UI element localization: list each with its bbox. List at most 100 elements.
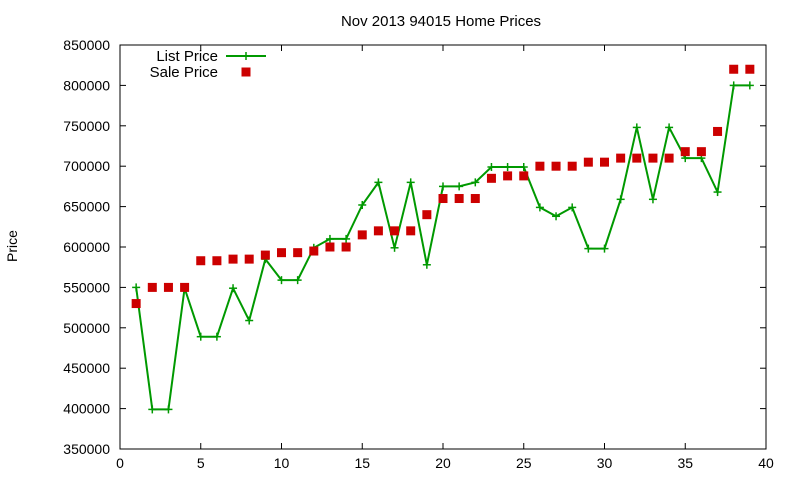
sale-price-point [583, 157, 593, 167]
y-tick-label: 650000 [63, 199, 110, 215]
sale-price-point [486, 173, 496, 183]
list-price-point [164, 405, 173, 414]
list-price-point [374, 178, 383, 187]
list-price-point [503, 163, 512, 172]
y-tick-label: 750000 [63, 118, 110, 134]
x-tick-label: 20 [435, 455, 451, 471]
sale-price-point [325, 242, 335, 252]
list-price-point [487, 163, 496, 172]
sale-price-point [632, 153, 642, 163]
axes: 0 5 10 15 20 25 30 35 40 350000 400000 450000 500000… [63, 37, 774, 471]
legend-swatch-marker [241, 67, 251, 77]
sale-price-point [745, 64, 755, 74]
sale-price-point [648, 153, 658, 163]
sale-price-point [535, 161, 545, 171]
sale-price-point [470, 194, 480, 204]
list-price-point [584, 244, 593, 253]
list-price-point [665, 123, 674, 132]
list-price-point [245, 316, 254, 325]
list-price-point [212, 332, 221, 341]
sale-price-point [696, 147, 706, 157]
list-price-point [439, 182, 447, 191]
sale-price-point [600, 157, 609, 167]
list-price-point [471, 178, 480, 187]
x-tick-label: 0 [116, 455, 124, 471]
list-price-point [648, 195, 657, 204]
sale-price-point [244, 254, 254, 264]
x-tick-label: 25 [516, 455, 532, 471]
sale-price-point [519, 171, 529, 181]
list-price-point [148, 405, 157, 414]
sale-price-point [503, 171, 513, 181]
y-tick-label: 550000 [63, 279, 110, 295]
y-tick-label: 450000 [63, 360, 110, 376]
list-price-point [229, 284, 238, 293]
legend-label: Sale Price [150, 64, 218, 81]
sale-price-point [341, 242, 351, 252]
list-price-point [616, 195, 625, 204]
sale-price-point [438, 194, 448, 204]
sale-price-point [131, 299, 141, 309]
sale-price-point [212, 256, 222, 266]
x-tick-label: 10 [274, 455, 290, 471]
list-price-point [422, 260, 431, 269]
legend-swatch-marker [242, 52, 250, 60]
list-price-point [132, 283, 141, 292]
y-tick-label: 350000 [63, 441, 110, 457]
sale-price-point [551, 161, 561, 171]
series-layer [131, 64, 755, 414]
list-price-point [745, 81, 754, 90]
sale-price-point [228, 254, 238, 264]
sale-price-point [454, 194, 464, 204]
sale-price-point [616, 153, 626, 163]
list-price-point [632, 123, 641, 132]
list-price-point [568, 203, 577, 212]
y-tick-label: 500000 [63, 320, 110, 336]
list-price-point [390, 243, 399, 252]
x-tick-label: 5 [197, 455, 205, 471]
sale-price-point [664, 153, 674, 163]
sale-price-point [357, 230, 367, 240]
x-tick-label: 35 [677, 455, 693, 471]
plot-border [119, 44, 767, 450]
list-price-point [293, 276, 302, 285]
y-axis-label: Price [4, 230, 20, 262]
y-tick-label: 400000 [63, 401, 110, 417]
sale-price-point [260, 250, 270, 260]
x-tick-label: 30 [597, 455, 613, 471]
list-price-point [535, 203, 544, 212]
sale-price-point [713, 126, 723, 136]
x-tick-label: 15 [354, 455, 370, 471]
list-price-point [406, 178, 415, 187]
list-price-point [455, 182, 464, 191]
x-tick-label: 40 [758, 455, 774, 471]
sale-price-point [277, 248, 286, 258]
list-price-point [600, 244, 609, 253]
sale-price-point [729, 64, 739, 74]
list-price-point [325, 234, 334, 243]
sale-price-point [293, 248, 303, 258]
sale-price-point [390, 226, 400, 236]
y-tick-label: 600000 [63, 239, 110, 255]
chart-title: Nov 2013 94015 Home Prices [341, 13, 541, 30]
sale-price-point [196, 256, 206, 266]
sale-price-point [422, 210, 432, 220]
legend-label: List Price [156, 48, 218, 65]
list-price-point [713, 188, 722, 197]
y-tick-label: 700000 [63, 158, 110, 174]
list-price-point [277, 276, 286, 285]
list-price-point [342, 234, 351, 243]
sale-price-point [680, 147, 690, 157]
sale-price-point [163, 282, 173, 292]
sale-price-point [373, 226, 383, 236]
sale-price-point [147, 282, 157, 292]
list-price-point [519, 163, 528, 172]
sale-price-point [567, 161, 577, 171]
sale-price-point [309, 246, 319, 256]
y-tick-label: 800000 [63, 77, 110, 93]
y-tick-label: 850000 [63, 37, 110, 53]
list-price-point [196, 332, 205, 341]
sale-price-point [180, 282, 190, 292]
